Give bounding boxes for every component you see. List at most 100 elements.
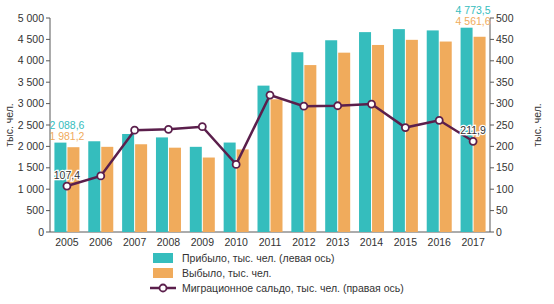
y2-tick [490,60,494,61]
y2-axis-title: тыс. чел. [531,103,543,146]
y-tick-label: 1 500 [18,161,44,173]
line-marker [436,117,443,124]
line-marker [470,138,477,145]
bar [271,99,283,232]
x-tick-label: 2005 [55,236,79,248]
y2-tick-label: 400 [496,54,514,66]
line-marker [233,161,240,168]
data-label: 4 561,6 [456,15,491,27]
y2-tick [490,125,494,126]
legend-swatch-marker [160,285,167,292]
bar [88,141,100,232]
y2-tick-label: 300 [496,97,514,109]
bar [372,45,384,232]
line-marker [300,103,307,110]
x-tick-label: 2013 [326,236,350,248]
y-tick-label: 500 [26,204,44,216]
y2-tick-label: 350 [496,76,514,88]
bar [203,158,215,232]
y2-tick [490,232,494,233]
legend-label: Выбыло, тыс. чел. [182,267,271,279]
bar [190,147,202,232]
y-tick [46,60,50,61]
y-tick-label: 0 [38,226,44,238]
y-tick [46,210,50,211]
y-tick-label: 5 000 [18,12,44,24]
x-tick-label: 2010 [224,236,248,248]
line-marker [199,123,206,130]
bar [406,40,418,232]
x-axis-line [50,232,490,233]
bar [338,53,350,232]
bar [359,32,371,232]
y-tick-label: 4 500 [18,33,44,45]
bar [427,30,439,232]
y2-tick [490,82,494,83]
line-marker [368,101,375,108]
x-tick-label: 2006 [89,236,113,248]
line-marker [402,124,409,131]
legend-swatch [153,268,173,278]
line-marker [267,92,274,99]
x-tick-label: 2015 [394,236,418,248]
chart: 05001 0001 5002 0002 5003 0003 5004 0004… [0,0,554,304]
x-tick-label: 2009 [191,236,215,248]
y-tick [46,189,50,190]
y2-tick-label: 450 [496,33,514,45]
line-marker [97,172,104,179]
y2-tick [490,210,494,211]
data-labels: 2 088,64 773,51 981,24 561,6107,4211,9 [49,4,490,181]
y2-tick [490,146,494,147]
legend: Прибыло, тыс. чел. (левая ось)Выбыло, ты… [150,252,404,294]
x-tick-label: 2014 [360,236,384,248]
y-tick [46,103,50,104]
y2-tick-label: 200 [496,140,514,152]
x-tick-label: 2017 [461,236,485,248]
bar [440,42,452,232]
x-tick-label: 2007 [123,236,147,248]
bar [291,52,303,232]
data-label: 211,9 [460,124,486,136]
x-tick-label: 2016 [428,236,452,248]
bar [325,40,337,232]
bar [304,65,316,232]
bar [169,148,181,232]
y2-tick [490,167,494,168]
y2-tick-label: 500 [496,12,514,24]
line-marker [334,102,341,109]
x-tick-label: 2008 [157,236,181,248]
y2-tick-label: 150 [496,161,514,173]
y-tick [46,146,50,147]
axes: 05001 0001 5002 0002 5003 0003 5004 0004… [3,12,543,249]
x-tick-label: 2012 [292,236,316,248]
y2-tick [490,39,494,40]
data-label: 107,4 [54,169,80,181]
y-tick-label: 4 000 [18,54,44,66]
y-tick [46,18,50,19]
line [67,95,473,186]
line-marker [165,126,172,133]
x-tick-label: 2011 [259,236,282,248]
y2-tick-label: 250 [496,119,514,131]
y-axis-title: тыс. чел. [3,103,15,146]
y-tick-label: 3 500 [18,76,44,88]
y-tick [46,39,50,40]
y2-tick-label: 50 [496,204,508,216]
y-tick [46,167,50,168]
y2-tick-label: 0 [496,226,502,238]
bar [122,134,134,232]
y-tick [46,232,50,233]
bar [135,144,147,232]
marks [54,28,485,232]
y-tick-label: 1 000 [18,183,44,195]
y-tick-label: 2 500 [18,119,44,131]
y-tick-label: 3 000 [18,97,44,109]
y-tick [46,82,50,83]
y2-tick-label: 100 [496,183,514,195]
line-marker [63,183,70,190]
y2-tick [490,189,494,190]
legend-label: Миграционное сальдо, тыс. чел. (правая о… [182,282,404,294]
legend-swatch [153,253,173,263]
y2-tick [490,103,494,104]
data-label: 1 981,2 [49,130,84,142]
